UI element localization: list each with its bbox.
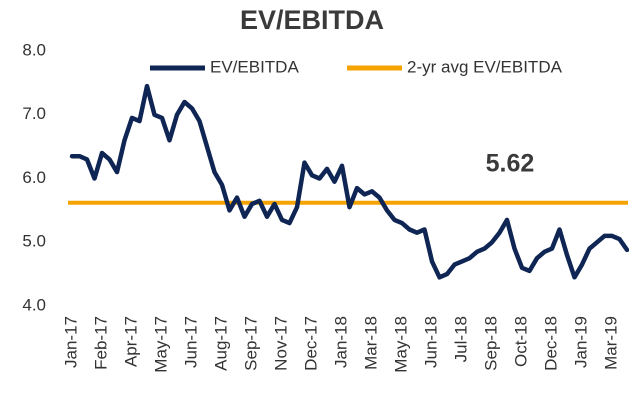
x-tick-label: Oct-18 [511,316,530,367]
x-tick-label: Aug-17 [211,316,230,371]
average-label: 5.62 [486,149,535,177]
y-tick-label: 7.0 [22,104,46,123]
x-tick-label: Jun-18 [421,316,440,368]
x-tick-label: Mar-19 [601,316,620,370]
chart-title: EV/EBITDA [240,5,384,35]
x-tick-label: Jun-17 [181,316,200,368]
x-tick-label: Sep-17 [241,316,260,371]
y-tick-label: 5.0 [22,232,46,251]
legend-label: 2-yr avg EV/EBITDA [407,57,563,76]
y-tick-label: 6.0 [22,168,46,187]
x-tick-label: Nov-17 [271,316,290,371]
y-tick-label: 4.0 [22,295,46,314]
x-tick-label: Jan-17 [61,316,80,368]
x-tick-label: Jul-18 [451,316,470,362]
x-tick-label: Feb-17 [91,316,110,370]
x-tick-label: Dec-18 [541,316,560,371]
data-line [69,83,629,280]
x-tick-label: May-17 [151,316,170,373]
legend-label: EV/EBITDA [210,57,299,76]
x-tick-label: Mar-18 [361,316,380,370]
x-tick-label: May-18 [391,316,410,373]
x-tick-label: Jan-18 [331,316,350,368]
x-tick-label: Jan-19 [571,316,590,368]
y-tick-label: 8.0 [22,40,46,59]
x-tick-label: Sep-18 [481,316,500,371]
x-tick-label: Dec-17 [301,316,320,371]
x-tick-label: Apr-17 [121,316,140,367]
